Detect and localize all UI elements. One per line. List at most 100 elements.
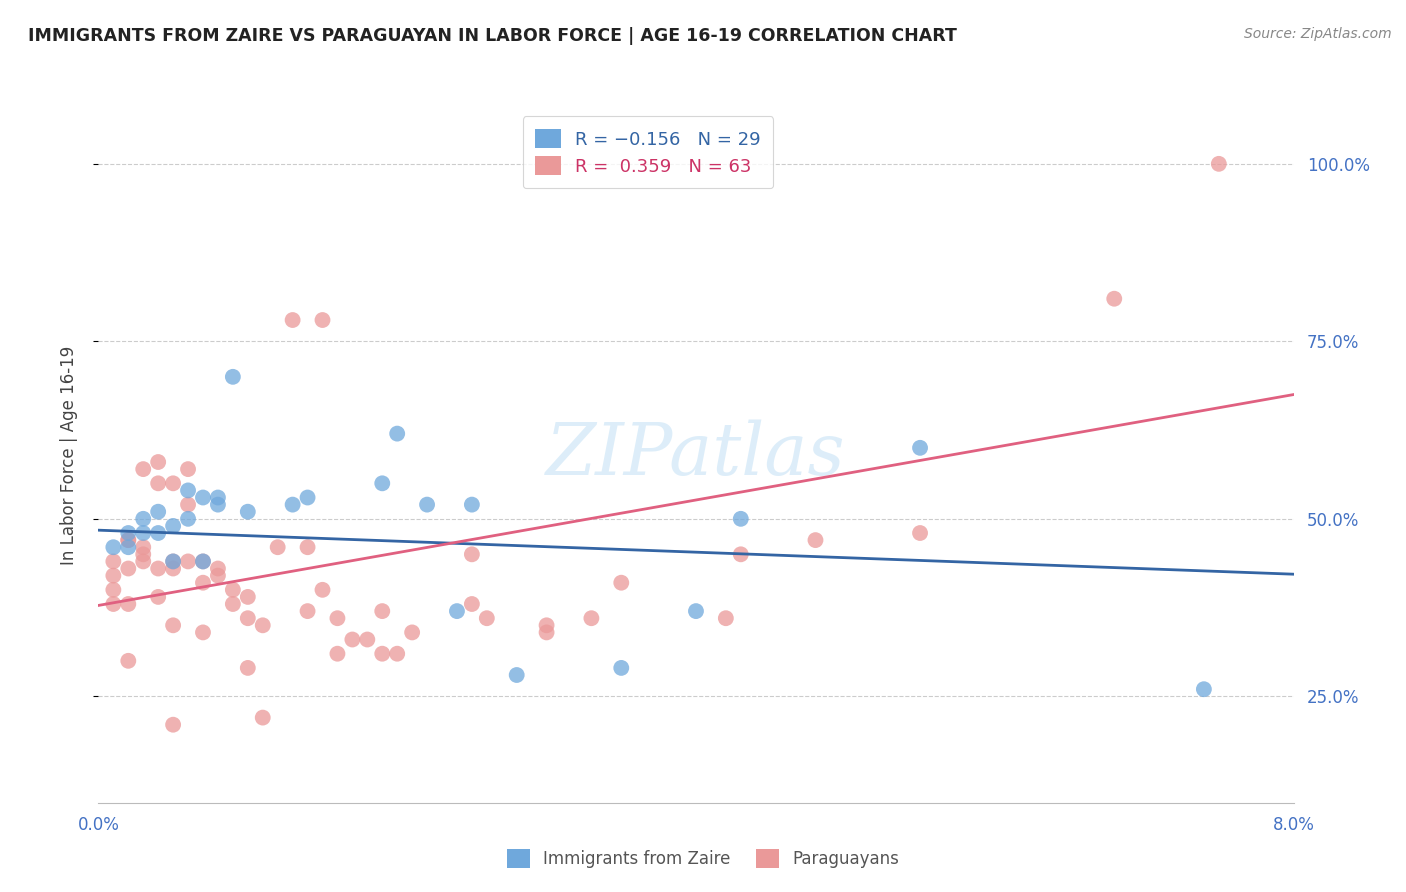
Point [162, 476, 184, 491]
Point [148, 590, 170, 604]
Point [222, 369, 245, 384]
Point [356, 632, 378, 647]
Point [162, 554, 184, 568]
Point [714, 611, 737, 625]
Point [908, 441, 931, 455]
Y-axis label: In Labor Force | Age 16-19: In Labor Force | Age 16-19 [59, 345, 77, 565]
Point [416, 498, 439, 512]
Point [297, 540, 319, 554]
Point [132, 540, 155, 554]
Point [311, 582, 333, 597]
Point [117, 540, 139, 554]
Point [117, 533, 139, 548]
Point [461, 498, 484, 512]
Point [581, 611, 603, 625]
Point [148, 505, 170, 519]
Point [281, 498, 304, 512]
Text: Source: ZipAtlas.com: Source: ZipAtlas.com [1244, 27, 1392, 41]
Point [371, 647, 394, 661]
Point [685, 604, 707, 618]
Point [908, 526, 931, 541]
Point [401, 625, 423, 640]
Point [730, 547, 752, 561]
Point [103, 554, 125, 568]
Point [236, 505, 259, 519]
Point [177, 554, 200, 568]
Point [148, 526, 170, 541]
Point [297, 491, 319, 505]
Point [342, 632, 364, 647]
Point [177, 483, 200, 498]
Point [117, 533, 139, 548]
Point [162, 561, 184, 575]
Point [103, 540, 125, 554]
Point [446, 604, 468, 618]
Point [536, 625, 558, 640]
Point [162, 554, 184, 568]
Point [191, 575, 214, 590]
Point [132, 547, 155, 561]
Text: ZIPatlas: ZIPatlas [546, 419, 846, 491]
Point [461, 597, 484, 611]
Point [236, 611, 259, 625]
Point [804, 533, 827, 548]
Point [117, 597, 139, 611]
Point [177, 498, 200, 512]
Point [148, 476, 170, 491]
Point [222, 582, 245, 597]
Point [103, 597, 125, 611]
Legend: R = −0.156   N = 29, R =  0.359   N = 63: R = −0.156 N = 29, R = 0.359 N = 63 [523, 116, 773, 188]
Point [252, 618, 274, 632]
Point [191, 625, 214, 640]
Point [267, 540, 290, 554]
Point [132, 526, 155, 541]
Point [1208, 157, 1230, 171]
Point [252, 710, 274, 724]
Point [475, 611, 498, 625]
Point [117, 654, 139, 668]
Point [132, 462, 155, 476]
Point [177, 512, 200, 526]
Point [117, 526, 139, 541]
Point [162, 519, 184, 533]
Point [326, 647, 349, 661]
Point [236, 590, 259, 604]
Point [132, 512, 155, 526]
Point [207, 568, 229, 582]
Point [177, 462, 200, 476]
Point [191, 554, 214, 568]
Point [610, 575, 633, 590]
Point [103, 568, 125, 582]
Point [103, 582, 125, 597]
Point [326, 611, 349, 625]
Point [162, 618, 184, 632]
Point [297, 604, 319, 618]
Point [191, 491, 214, 505]
Point [385, 426, 409, 441]
Point [1102, 292, 1125, 306]
Point [162, 717, 184, 731]
Point [148, 455, 170, 469]
Point [191, 554, 214, 568]
Legend: Immigrants from Zaire, Paraguayans: Immigrants from Zaire, Paraguayans [501, 843, 905, 875]
Point [610, 661, 633, 675]
Point [536, 618, 558, 632]
Point [207, 491, 229, 505]
Point [117, 561, 139, 575]
Point [1192, 682, 1215, 697]
Point [132, 554, 155, 568]
Point [236, 661, 259, 675]
Point [385, 647, 409, 661]
Point [730, 512, 752, 526]
Text: IMMIGRANTS FROM ZAIRE VS PARAGUAYAN IN LABOR FORCE | AGE 16-19 CORRELATION CHART: IMMIGRANTS FROM ZAIRE VS PARAGUAYAN IN L… [28, 27, 957, 45]
Point [506, 668, 529, 682]
Point [311, 313, 333, 327]
Point [371, 604, 394, 618]
Point [461, 547, 484, 561]
Point [207, 561, 229, 575]
Point [148, 561, 170, 575]
Point [222, 597, 245, 611]
Point [281, 313, 304, 327]
Point [207, 498, 229, 512]
Point [371, 476, 394, 491]
